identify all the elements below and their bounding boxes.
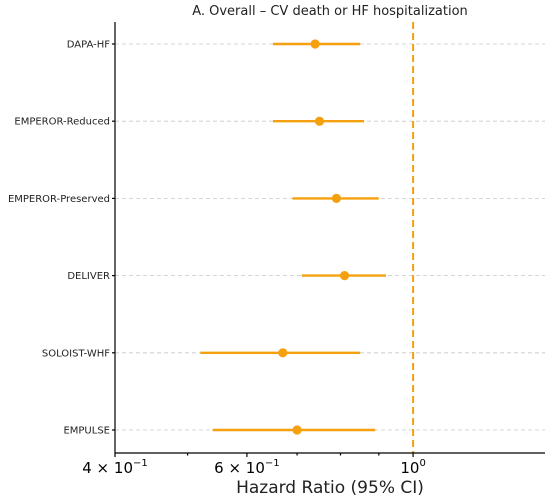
x-tick-label: 4 × 10−1 xyxy=(82,458,148,477)
ci-layer xyxy=(200,42,386,432)
x-tick-base: 4 × 10 xyxy=(82,459,133,477)
hr-point xyxy=(339,271,350,281)
chart-title: A. Overall – CV death or HF hospitalizat… xyxy=(192,4,468,19)
category-labels: DAPA-HF EMPEROR-Reduced EMPEROR-Preserved D… xyxy=(8,40,110,437)
category-label: EMPEROR-Reduced xyxy=(14,117,110,128)
x-tick-exponent: 0 xyxy=(419,458,425,469)
hr-point xyxy=(278,348,288,358)
x-axis-label: Hazard Ratio (95% CI) xyxy=(236,478,424,498)
x-tick-exponent: −1 xyxy=(265,458,280,469)
category-label: DAPA-HF xyxy=(67,40,111,51)
x-tick-labels: 4 × 10−1 6 × 10−1 100 xyxy=(82,458,426,477)
category-label: SOLOIST-WHF xyxy=(42,348,110,359)
x-tick-label: 6 × 10−1 xyxy=(214,458,280,477)
hr-point xyxy=(331,193,342,203)
point-layer xyxy=(278,39,350,435)
x-tick-base: 6 × 10 xyxy=(214,459,265,477)
hr-point xyxy=(310,39,320,49)
x-tick-label: 100 xyxy=(400,458,425,477)
hr-point xyxy=(292,425,302,435)
category-label: DELIVER xyxy=(67,271,110,282)
axes xyxy=(112,22,545,457)
category-label: EMPULSE xyxy=(63,426,110,437)
x-tick-exponent: −1 xyxy=(133,458,148,469)
hr-point xyxy=(314,116,325,126)
category-label: EMPEROR-Preserved xyxy=(8,194,110,205)
grid-layer xyxy=(115,43,545,431)
x-tick-base: 10 xyxy=(400,459,419,477)
